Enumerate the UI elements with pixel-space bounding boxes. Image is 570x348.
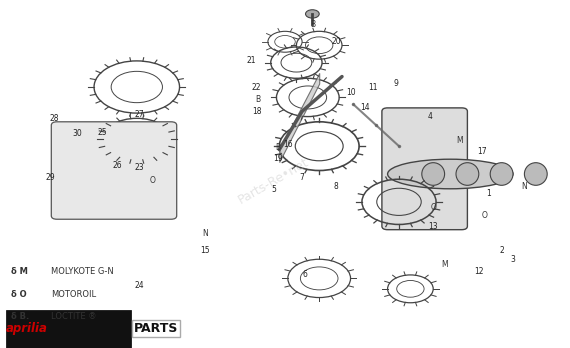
Text: N: N (522, 182, 527, 191)
Text: B: B (255, 95, 260, 104)
Text: 4: 4 (428, 112, 433, 121)
Text: 27: 27 (135, 110, 144, 119)
Text: MOTOROIL: MOTOROIL (51, 290, 96, 299)
Text: O: O (482, 211, 487, 220)
Text: aprilia: aprilia (6, 322, 48, 335)
Text: 19: 19 (273, 154, 282, 163)
Ellipse shape (456, 163, 479, 185)
Text: Parts-Re•net: Parts-Re•net (236, 156, 311, 206)
Text: 17: 17 (477, 147, 486, 156)
Text: 7: 7 (300, 173, 304, 182)
Ellipse shape (388, 159, 513, 189)
Text: 1: 1 (487, 189, 491, 198)
Text: 20: 20 (332, 37, 341, 46)
Text: 22: 22 (252, 82, 261, 92)
Text: 29: 29 (46, 173, 55, 182)
Ellipse shape (490, 163, 513, 185)
FancyBboxPatch shape (6, 310, 131, 348)
Text: O: O (430, 203, 436, 212)
Text: 9: 9 (394, 79, 398, 88)
Text: 3: 3 (511, 255, 515, 264)
Text: M: M (457, 136, 463, 145)
Text: δ M: δ M (11, 267, 28, 276)
Text: 8: 8 (334, 182, 339, 191)
Text: 13: 13 (429, 222, 438, 231)
Text: 15: 15 (201, 246, 210, 255)
Text: 6: 6 (303, 270, 307, 279)
Text: M: M (441, 260, 448, 269)
Text: 23: 23 (135, 163, 144, 172)
Text: 26: 26 (112, 161, 121, 170)
Text: 30: 30 (72, 129, 82, 139)
Text: N: N (202, 229, 208, 238)
Text: 5: 5 (271, 185, 276, 194)
Text: B: B (310, 20, 315, 29)
Text: MOLYKOTE G-N: MOLYKOTE G-N (51, 267, 114, 276)
Text: 18: 18 (252, 107, 261, 116)
Ellipse shape (524, 163, 547, 185)
Text: 28: 28 (50, 114, 59, 123)
Text: 2: 2 (499, 246, 504, 255)
Ellipse shape (422, 163, 445, 185)
Text: O: O (150, 176, 156, 185)
FancyBboxPatch shape (51, 122, 177, 219)
Text: δ B.: δ B. (11, 312, 30, 321)
Text: 24: 24 (135, 281, 144, 290)
FancyBboxPatch shape (382, 108, 467, 230)
Text: 12: 12 (474, 267, 483, 276)
Text: 14: 14 (360, 103, 369, 112)
Text: B: B (275, 143, 280, 152)
Text: δ O: δ O (11, 290, 27, 299)
Text: LOCTITE ®: LOCTITE ® (51, 312, 97, 321)
Text: 11: 11 (369, 82, 378, 92)
Text: 10: 10 (346, 88, 355, 97)
Text: 21: 21 (246, 56, 255, 65)
Text: 25: 25 (98, 128, 107, 137)
Circle shape (306, 10, 319, 18)
Text: 16: 16 (283, 140, 292, 149)
Text: PARTS: PARTS (134, 322, 178, 335)
